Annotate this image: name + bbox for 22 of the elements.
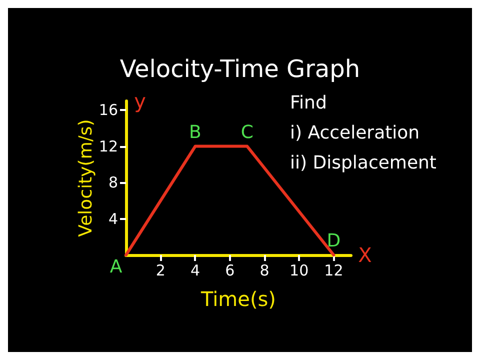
- x-tick-label: 8: [260, 262, 270, 280]
- y-tick-label: 8: [108, 174, 118, 192]
- x-tick-label: 12: [324, 262, 344, 280]
- annotation: y: [134, 89, 146, 113]
- x-tick-label: 2: [156, 262, 166, 280]
- x-axis-title: Time(s): [200, 287, 276, 311]
- x-tick-label: 6: [225, 262, 235, 280]
- annotation: ii) Displacement: [290, 152, 436, 174]
- y-tick-label: 4: [108, 210, 118, 228]
- chart-title: Velocity-Time Graph: [120, 55, 360, 83]
- annotation: i) Acceleration: [290, 122, 420, 144]
- annotation: B: [189, 122, 202, 143]
- y-axis-title: Velocity(m/s): [76, 119, 97, 237]
- y-tick-label: 16: [98, 101, 118, 120]
- annotation: C: [240, 122, 254, 143]
- annotation: A: [110, 256, 123, 278]
- annotation: Find: [290, 92, 327, 114]
- text: X: [358, 243, 372, 267]
- y-tick-label: 12: [98, 137, 118, 156]
- annotation: D: [326, 230, 341, 252]
- x-tick-label: 10: [290, 262, 309, 280]
- x-tick-label: 4: [190, 262, 200, 280]
